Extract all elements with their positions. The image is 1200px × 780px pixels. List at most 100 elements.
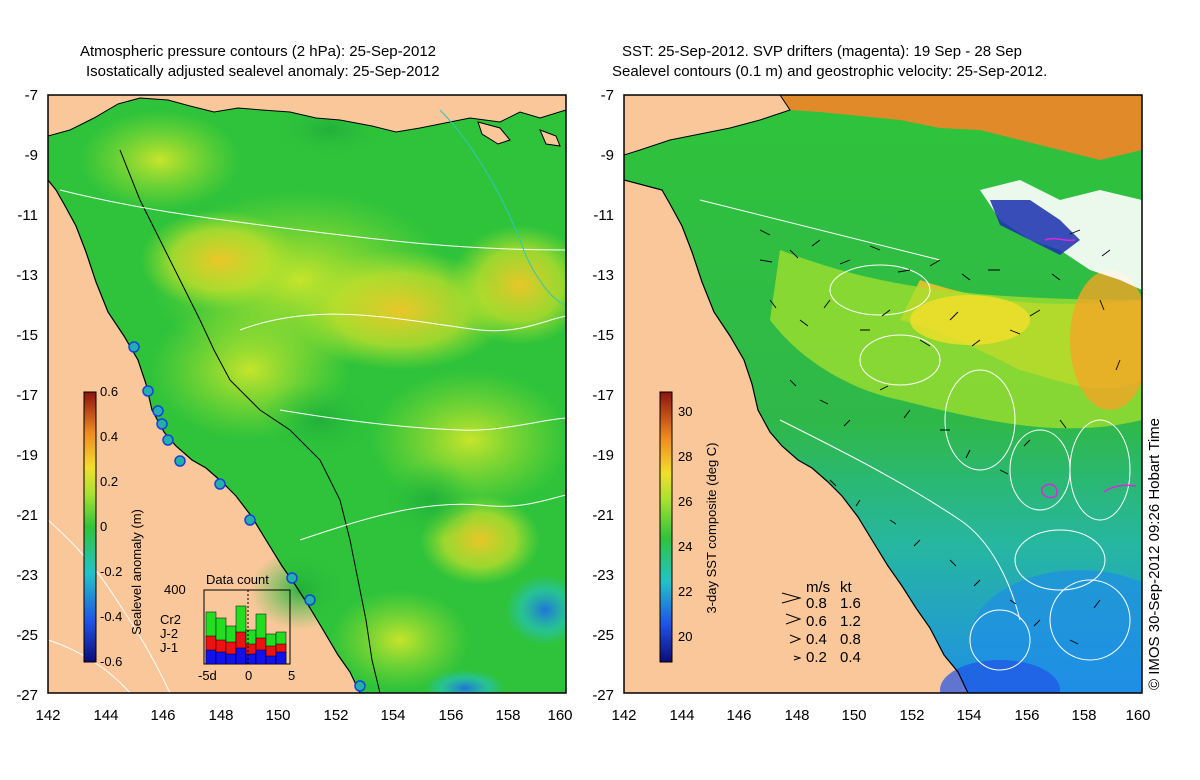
sla-tick-label: -0.2 [100,564,122,579]
lon-tick-label: 142 [611,707,636,724]
left-colorbar [83,391,97,663]
sla-blob [380,460,480,540]
lat-tick-label: -23 [592,567,614,584]
left-colorbar-ticks: 0.6 0.4 0.2 0 -0.2 -0.4 -0.6 [100,384,122,669]
left-islands [477,121,561,147]
imos-credit-text: © IMOS 30-Sep-2012 09:26 Hobart Time [1146,417,1163,690]
lon-tick-label: 148 [784,707,809,724]
inset-legend-j1: J-1 [160,640,178,655]
pressure-contour [48,519,171,693]
right-map-panel [624,95,1142,693]
left-title-line2: Isostatically adjusted sealevel anomaly:… [86,63,440,80]
velocity-legend-kt: 1.2 [840,613,861,630]
sst-tick-label: 22 [678,584,692,599]
sla-tick-label: 0.6 [100,384,118,399]
left-map-frame [47,94,567,694]
inset-title: Data count [206,572,269,587]
left-png-land [48,95,566,137]
right-title-line1: SST: 25-Sep-2012. SVP drifters (magenta)… [622,43,1022,60]
lon-tick-label: 146 [726,707,751,724]
velocity-legend-arrow [785,613,802,625]
lon-tick-label: 150 [265,707,290,724]
pressure-contour [439,109,566,306]
velocity-legend-kt: 0.8 [840,631,861,648]
pressure-contour [279,409,566,431]
lon-tick-label: 152 [899,707,924,724]
lat-tick-label: -11 [17,207,38,224]
sla-tick-label: 0.2 [100,474,118,489]
lat-tick-label: -7 [601,87,614,104]
sst-colorbar-label: 3-day SST composite (deg C) [704,443,719,614]
velocity-arrows [759,229,1121,645]
pressure-contour [59,189,566,251]
sla-colorbar-label: Sealevel anomaly (m) [129,509,144,635]
velocity-legend-ms: 0.6 [806,613,827,630]
right-colorbar [659,391,673,663]
velocity-legend-kt-header: kt [840,579,853,596]
right-coastline [624,179,969,693]
right-title-line2: Sealevel contours (0.1 m) and geostrophi… [612,63,1048,80]
left-shelf-contour [119,149,381,693]
velocity-legend-kt: 1.6 [840,595,861,612]
sst-tick-label: 20 [678,629,692,644]
velocity-legend-ms: 0.4 [806,631,827,648]
lat-tick-label: -15 [16,327,38,344]
sealevel-contours [699,199,1131,671]
sla-tick-label: 0 [100,519,107,534]
velocity-legend: m/s kt 0.8 1.6 0.6 1.2 0.4 0.8 0.2 0.4 [781,579,861,666]
velocity-legend-arrow [793,655,802,661]
left-lat-axis: -7 -9 -11 -13 -15 -17 -19 -21 -23 -25 -2… [16,87,38,704]
lon-tick-label: 152 [323,707,348,724]
lon-tick-label: 160 [547,707,572,724]
data-count-inset: Data count 400 [160,572,295,683]
lat-tick-label: -7 [25,87,38,104]
lat-tick-label: -27 [16,687,38,704]
lon-tick-label: 144 [93,707,118,724]
lat-tick-label: -9 [601,147,614,164]
lon-tick-label: 150 [841,707,866,724]
velocity-legend-ms: 0.2 [806,649,827,666]
sla-blob [140,210,300,310]
lon-tick-label: 156 [438,707,463,724]
sla-blob [80,110,240,210]
sla-tick-label: -0.4 [100,609,122,624]
right-png-land [780,95,1142,160]
velocity-legend-arrow [789,634,802,644]
lat-tick-label: -25 [16,627,38,644]
inset-x-tick: 5 [288,668,295,683]
sst-tick-label: 30 [678,404,692,419]
sst-tick-label: 24 [678,539,692,554]
tide-gauge-stations [128,341,366,692]
right-lon-axis: 142 144 146 148 150 152 154 156 158 160 [611,707,1150,724]
lon-tick-label: 146 [150,707,175,724]
lat-tick-label: -19 [16,447,38,464]
pressure-contour [299,494,566,541]
lat-tick-label: -25 [592,627,614,644]
lon-tick-label: 160 [1125,707,1150,724]
sst-warm-blob [910,295,1030,345]
velocity-legend-arrow [781,592,802,604]
lat-tick-label: -27 [592,687,614,704]
lat-tick-label: -21 [16,507,38,524]
lon-tick-label: 142 [35,707,60,724]
right-colorbar-ticks: 30 28 26 24 22 20 [678,404,692,644]
lon-tick-label: 154 [956,707,981,724]
lat-tick-label: -13 [16,267,38,284]
lat-tick-label: -17 [16,387,38,404]
inset-x-tick: -5d [198,668,217,683]
lat-tick-label: -13 [592,267,614,284]
sla-blob [260,380,380,460]
lat-tick-label: -15 [592,327,614,344]
svp-drifter-tracks [1041,237,1137,499]
pressure-contour [239,313,566,332]
sla-tick-label: 0.4 [100,429,118,444]
left-lon-axis: 142 144 146 148 150 152 154 156 158 160 [35,707,572,724]
lat-tick-label: -21 [592,507,614,524]
velocity-legend-ms: 0.8 [806,595,827,612]
lon-tick-label: 148 [208,707,233,724]
lon-tick-label: 144 [669,707,694,724]
sla-blob [425,670,505,693]
lon-tick-label: 158 [495,707,520,724]
velocity-legend-kt: 0.4 [840,649,861,666]
sla-blob [250,550,350,630]
